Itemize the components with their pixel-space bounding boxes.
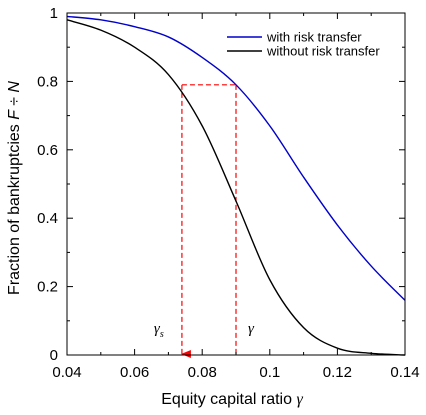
y-tick-label: 0 [50, 347, 58, 364]
y-tick-label: 0.4 [37, 210, 58, 227]
x-axis-title: Equity capital ratio γ [161, 391, 303, 408]
x-tick-label: 0.06 [120, 364, 149, 381]
y-axis-title: Fraction of bankruptcies F ÷ N [6, 81, 23, 295]
x-tick-label: 0.12 [323, 364, 352, 381]
annotation-gamma-s: γs [154, 321, 164, 340]
x-tick-label: 0.08 [188, 364, 217, 381]
x-tick-label: 0.04 [52, 364, 81, 381]
x-tick-label: 0.1 [259, 364, 280, 381]
series-line-without-risk-transfer [66, 19, 406, 356]
legend-label: without risk transfer [266, 44, 380, 59]
annotation-gamma: γ [248, 321, 255, 337]
series-line-with-risk-transfer [66, 15, 406, 301]
y-tick-label: 0.8 [37, 73, 58, 90]
y-tick-label: 1 [50, 5, 58, 22]
y-tick-label: 0.2 [37, 279, 58, 296]
legend-label: with risk transfer [266, 30, 362, 45]
x-tick-label: 0.14 [390, 364, 419, 381]
y-tick-label: 0.6 [37, 142, 58, 159]
